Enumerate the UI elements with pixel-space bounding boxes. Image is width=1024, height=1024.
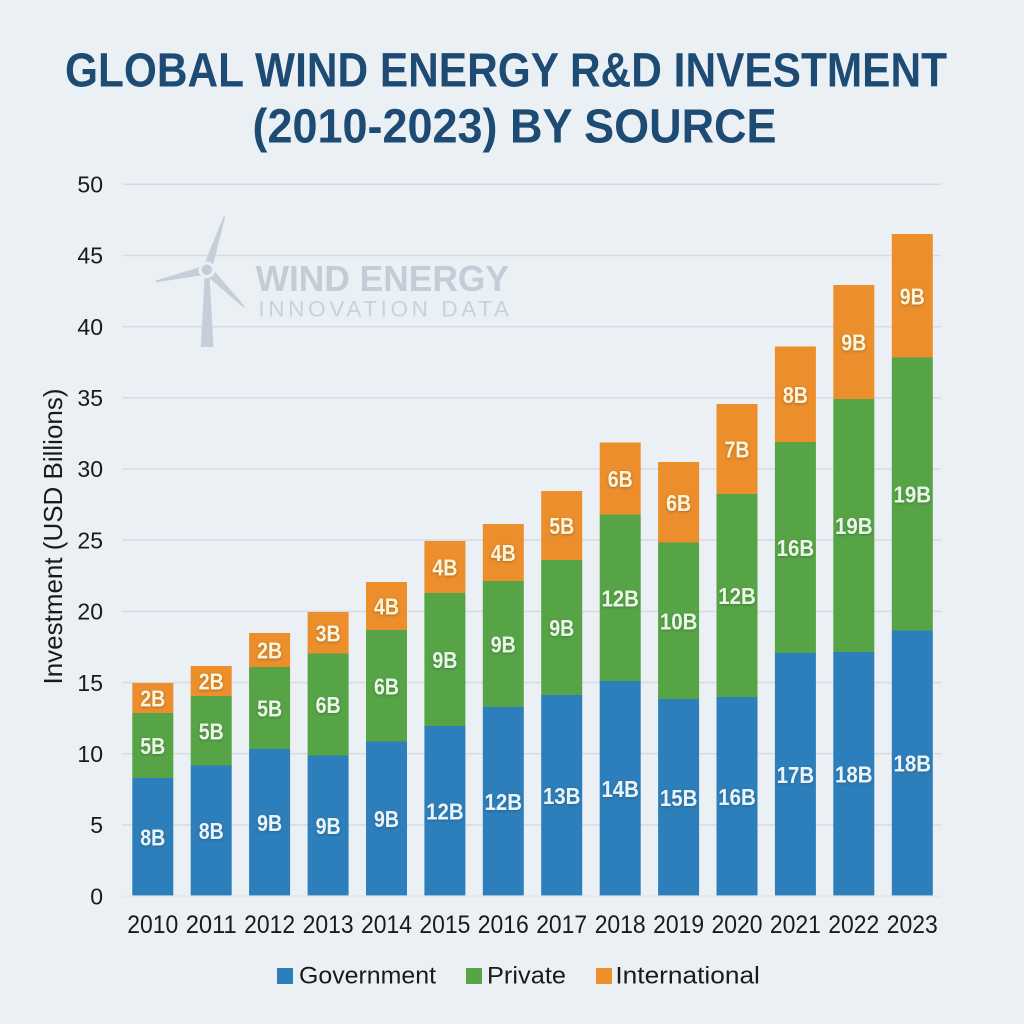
svg-text:9B: 9B: [491, 632, 516, 658]
svg-text:2013: 2013: [303, 911, 354, 939]
svg-text:19B: 19B: [835, 513, 873, 539]
svg-text:2023: 2023: [887, 911, 938, 939]
svg-text:Private: Private: [487, 962, 566, 989]
svg-text:2022: 2022: [828, 911, 879, 939]
svg-text:Government: Government: [299, 962, 436, 989]
svg-text:6B: 6B: [666, 490, 691, 516]
svg-text:9B: 9B: [549, 615, 574, 641]
svg-text:2016: 2016: [478, 911, 529, 939]
svg-text:5B: 5B: [549, 513, 574, 539]
svg-text:4B: 4B: [374, 594, 399, 620]
svg-text:8B: 8B: [199, 818, 224, 844]
svg-text:6B: 6B: [608, 466, 633, 492]
svg-text:2019: 2019: [653, 911, 704, 939]
svg-text:9B: 9B: [257, 810, 282, 836]
svg-text:18B: 18B: [835, 761, 873, 787]
svg-text:GLOBAL WIND ENERGY R&D INVESTM: GLOBAL WIND ENERGY R&D INVESTMENT: [65, 45, 947, 98]
svg-text:12B: 12B: [601, 585, 639, 611]
svg-text:8B: 8B: [140, 824, 165, 850]
svg-text:2012: 2012: [244, 911, 295, 939]
svg-text:5B: 5B: [257, 696, 282, 722]
svg-text:9B: 9B: [374, 806, 399, 832]
svg-text:6B: 6B: [374, 673, 399, 699]
svg-text:12B: 12B: [426, 798, 464, 824]
svg-text:8B: 8B: [783, 382, 808, 408]
svg-text:50: 50: [77, 172, 103, 198]
svg-text:2B: 2B: [199, 669, 224, 695]
svg-text:5B: 5B: [140, 733, 165, 759]
svg-text:WIND ENERGY: WIND ENERGY: [256, 258, 509, 299]
svg-text:7B: 7B: [725, 437, 750, 463]
svg-text:12B: 12B: [485, 789, 523, 815]
svg-text:(2010-2023) BY SOURCE: (2010-2023) BY SOURCE: [253, 101, 777, 154]
svg-text:2010: 2010: [127, 911, 178, 939]
svg-text:10B: 10B: [660, 608, 698, 634]
svg-text:9B: 9B: [316, 813, 341, 839]
svg-text:2015: 2015: [419, 911, 470, 939]
svg-text:International: International: [615, 962, 760, 989]
svg-text:25: 25: [77, 527, 103, 553]
svg-text:35: 35: [77, 385, 103, 411]
svg-text:17B: 17B: [777, 762, 815, 788]
svg-text:0: 0: [90, 883, 103, 909]
svg-text:30: 30: [77, 456, 103, 482]
svg-text:INNOVATION DATA: INNOVATION DATA: [258, 297, 509, 322]
svg-text:2020: 2020: [712, 911, 763, 939]
svg-text:12B: 12B: [718, 583, 756, 609]
svg-text:5: 5: [90, 812, 103, 838]
svg-text:6B: 6B: [316, 692, 341, 718]
svg-text:2014: 2014: [361, 911, 412, 939]
svg-text:2021: 2021: [770, 911, 821, 939]
svg-text:18B: 18B: [894, 751, 932, 777]
svg-text:2018: 2018: [595, 911, 646, 939]
svg-text:10: 10: [77, 741, 103, 767]
svg-text:4B: 4B: [491, 540, 516, 566]
svg-text:9B: 9B: [900, 283, 925, 309]
svg-text:2017: 2017: [536, 911, 587, 939]
svg-text:14B: 14B: [601, 776, 639, 802]
svg-text:45: 45: [77, 243, 103, 269]
svg-text:16B: 16B: [718, 784, 756, 810]
svg-text:16B: 16B: [777, 535, 815, 561]
svg-text:40: 40: [77, 314, 103, 340]
svg-text:20: 20: [77, 599, 103, 625]
svg-text:19B: 19B: [894, 482, 932, 508]
svg-text:15: 15: [77, 670, 103, 696]
svg-text:2011: 2011: [186, 911, 237, 939]
svg-text:Investment (USD Billions): Investment (USD Billions): [38, 389, 68, 685]
svg-text:15B: 15B: [660, 785, 698, 811]
svg-text:2B: 2B: [257, 638, 282, 664]
svg-text:9B: 9B: [841, 330, 866, 356]
svg-text:3B: 3B: [316, 620, 341, 646]
svg-text:9B: 9B: [432, 647, 457, 673]
svg-text:4B: 4B: [432, 555, 457, 581]
svg-text:2B: 2B: [140, 686, 165, 712]
svg-text:5B: 5B: [199, 718, 224, 744]
svg-text:13B: 13B: [543, 783, 581, 809]
